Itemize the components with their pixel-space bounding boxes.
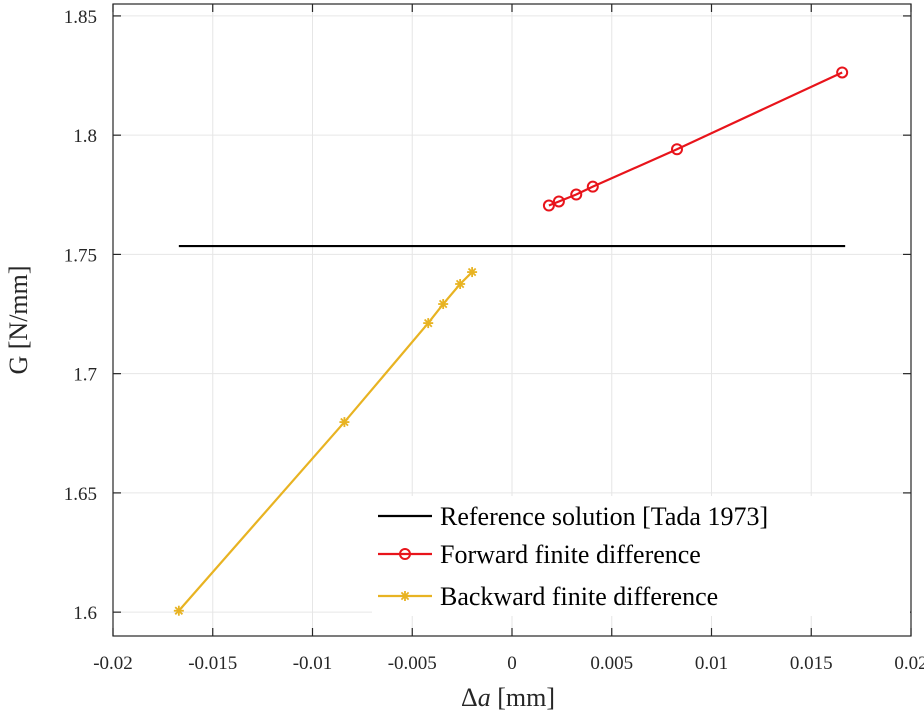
series-2-point bbox=[173, 605, 184, 616]
legend-marker-2-stroke bbox=[400, 591, 410, 601]
series-2-point bbox=[438, 299, 449, 310]
x-axis-title-prefix: Δ bbox=[461, 683, 478, 712]
series-line-1 bbox=[548, 71, 843, 207]
series-2-point-stroke bbox=[340, 417, 349, 427]
series-2-point bbox=[467, 267, 478, 278]
x-tick-label: -0.005 bbox=[388, 653, 437, 674]
x-tick-label: 0 bbox=[507, 653, 517, 674]
series-1-point bbox=[552, 195, 565, 208]
series-1-point bbox=[570, 188, 583, 201]
tick-labels: -0.02 -0.015 -0.01 -0.005 0 0.005 0.01 0.015 0.0… bbox=[64, 7, 924, 674]
series-2-point bbox=[339, 417, 350, 428]
ticks bbox=[112, 4, 912, 636]
x-tick-label: 0.01 bbox=[695, 653, 728, 674]
x-tick-label: -0.015 bbox=[188, 653, 237, 674]
y-tick-label: 1.8 bbox=[73, 126, 97, 147]
x-tick-label: -0.01 bbox=[293, 653, 333, 674]
series-2-point-stroke bbox=[438, 299, 448, 309]
legend-marker-1 bbox=[399, 548, 411, 560]
series-1-point bbox=[670, 143, 683, 156]
series-1-point bbox=[586, 180, 599, 193]
x-axis-title: Δa [mm] bbox=[461, 683, 555, 712]
x-tick-label: 0.005 bbox=[590, 653, 633, 674]
y-tick-label: 1.85 bbox=[64, 7, 97, 28]
series-1-point bbox=[836, 66, 849, 79]
series-1-point bbox=[542, 199, 555, 212]
legend-marker-2 bbox=[400, 591, 410, 601]
x-tick-label: 0.02 bbox=[894, 653, 924, 674]
x-axis-title-var: a bbox=[478, 683, 491, 712]
series-2-point-stroke bbox=[455, 279, 465, 289]
series-layer bbox=[173, 66, 849, 616]
series-2-point-stroke bbox=[423, 318, 433, 328]
series-2-point-stroke bbox=[174, 606, 184, 615]
y-tick-label: 1.6 bbox=[73, 603, 97, 624]
legend-label-0: Reference solution [Tada 1973] bbox=[440, 502, 768, 531]
x-axis-title-unit: [mm] bbox=[491, 683, 555, 712]
series-2-point-stroke bbox=[467, 267, 477, 277]
y-tick-label: 1.65 bbox=[64, 484, 97, 505]
x-tick-label: -0.02 bbox=[93, 653, 133, 674]
y-axis-title: G [N/mm] bbox=[4, 265, 33, 374]
legend: Reference solution [Tada 1973] Forward fi… bbox=[372, 496, 910, 616]
legend-label-2: Backward finite difference bbox=[440, 582, 718, 611]
series-2-point bbox=[423, 318, 434, 329]
y-tick-label: 1.75 bbox=[64, 245, 97, 266]
legend-label-1: Forward finite difference bbox=[440, 540, 701, 569]
x-tick-label: 0.015 bbox=[790, 653, 833, 674]
legend-box bbox=[372, 496, 910, 616]
y-tick-label: 1.7 bbox=[73, 365, 97, 386]
series-2-point bbox=[455, 278, 466, 289]
